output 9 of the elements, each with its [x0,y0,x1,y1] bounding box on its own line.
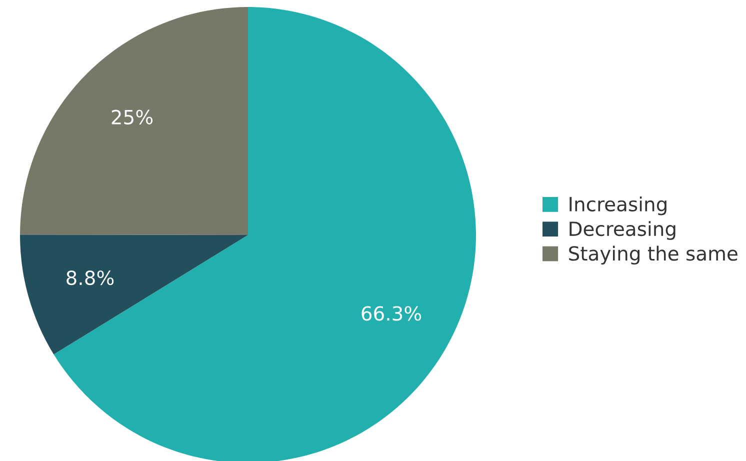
data-label: 8.8% [66,270,114,286]
legend-label: Increasing [570,196,666,216]
pie-slice [20,7,248,235]
pie-slice [20,234,248,354]
pie-slice [54,7,476,461]
legend-label: Decreasing [570,221,676,240]
data-label: 66.3% [362,306,422,321]
legend-label: Staying the same [569,246,738,265]
data-label: 25% [112,110,153,124]
